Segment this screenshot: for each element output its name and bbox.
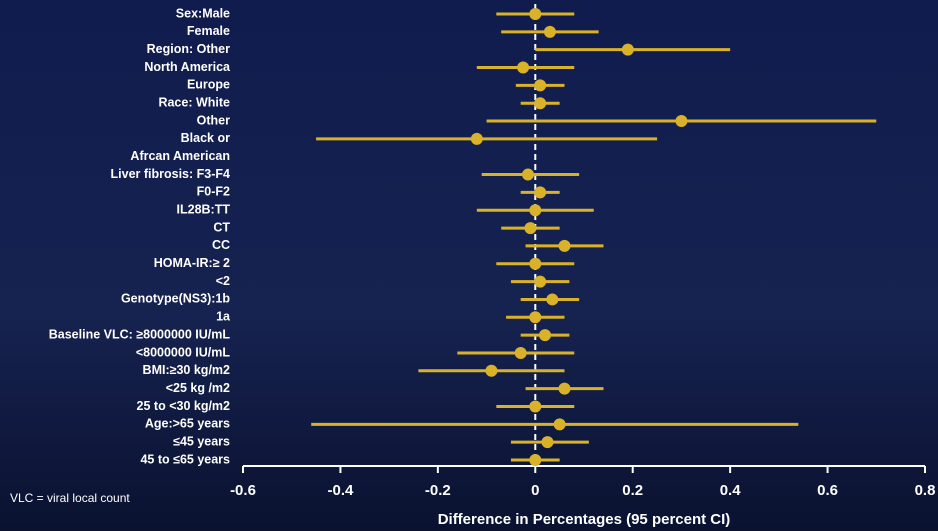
x-tick-label: 0.2 [622,482,643,499]
category-label: Age:>65 years [145,417,230,431]
category-label: Genotype(NS3):1b [121,292,230,306]
category-label: Race: White [158,95,230,109]
category-label: HOMA-IR:≥ 2 [154,256,230,270]
chart: VLC = viral local count Difference in Pe… [0,0,938,531]
point-estimate [622,44,634,56]
point-estimate [529,204,541,216]
x-tick-label: -0.4 [327,482,354,499]
point-estimate [544,26,556,38]
point-estimate [541,436,553,448]
point-estimate [471,133,483,145]
point-estimate [534,186,546,198]
point-estimate [529,454,541,466]
point-estimate [522,169,534,181]
category-label: Black or [181,131,230,145]
category-label: F0-F2 [197,185,230,199]
category-label: Europe [187,78,230,92]
x-tick-label: -0.6 [230,482,256,499]
point-estimate [534,97,546,109]
x-tick-label: 0.8 [915,482,936,499]
category-label: 25 to <30 kg/m2 [137,399,230,413]
point-estimate [529,400,541,412]
point-estimate [524,222,536,234]
category-label: IL28B:TT [177,203,231,217]
category-label: <8000000 IU/mL [136,345,231,359]
category-label: Sex:Male [176,6,230,20]
point-estimate [529,8,541,20]
point-estimate [534,79,546,91]
point-estimate [534,276,546,288]
point-estimate [675,115,687,127]
x-tick-label: -0.2 [425,482,451,499]
category-label: BMI:≥30 kg/m2 [143,363,230,377]
point-estimate [559,383,571,395]
point-estimate [554,418,566,430]
category-label: <2 [216,274,230,288]
x-tick-label: 0.6 [817,482,838,499]
point-estimate [539,329,551,341]
point-estimate [515,347,527,359]
category-label: Female [187,24,230,38]
category-label: Afrcan American [130,149,230,163]
category-label: ≤45 years [173,434,230,448]
point-estimate [546,293,558,305]
category-label: CT [213,220,230,234]
category-label: 1a [216,310,231,324]
x-tick-label: 0 [531,482,539,499]
footnote: VLC = viral local count [10,491,130,505]
point-estimate [559,240,571,252]
x-axis-label: Difference in Percentages (95 percent CI… [438,511,731,528]
x-tick-label: 0.4 [720,482,742,499]
category-label: 45 to ≤65 years [140,452,230,466]
category-label: CC [212,238,230,252]
category-label: Baseline VLC: ≥8000000 IU/mL [49,327,231,341]
category-label: Region: Other [147,42,230,56]
point-estimate [529,258,541,270]
point-estimate [517,62,529,74]
category-label: Other [197,113,230,127]
point-estimate [529,311,541,323]
point-estimate [485,365,497,377]
category-label: Liver fibrosis: F3-F4 [111,167,231,181]
category-label: <25 kg /m2 [166,381,230,395]
category-label: North America [144,60,231,74]
